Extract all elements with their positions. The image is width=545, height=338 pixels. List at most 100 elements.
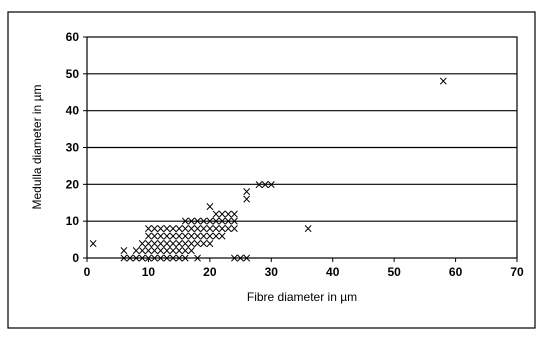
data-point: ×: [162, 222, 172, 236]
data-point: ×: [168, 251, 178, 265]
data-point: ×: [223, 222, 233, 236]
data-point: ×: [236, 251, 246, 265]
x-tick-label: 40: [326, 265, 340, 279]
data-point: ×: [174, 229, 184, 243]
data-point: ×: [150, 229, 160, 243]
data-point: ×: [217, 207, 227, 221]
data-point: ×: [186, 214, 196, 228]
data-point: ×: [229, 214, 239, 228]
data-point: ×: [174, 236, 184, 250]
data-point: ×: [254, 177, 264, 191]
data-point: ×: [180, 251, 190, 265]
data-point: ×: [150, 236, 160, 250]
y-tick-label: 20: [66, 177, 80, 191]
data-point: ×: [229, 207, 239, 221]
x-tick-label: 30: [265, 265, 279, 279]
data-point: ×: [180, 214, 190, 228]
y-tick-label: 0: [72, 251, 79, 265]
data-point: ×: [156, 251, 166, 265]
data-point: ×: [260, 177, 270, 191]
grid-lines: [87, 73, 517, 222]
data-point: ×: [131, 251, 141, 265]
data-point: ×: [303, 222, 313, 236]
data-point: ×: [180, 244, 190, 258]
data-point: ×: [205, 199, 215, 213]
y-tick-label: 40: [66, 104, 80, 118]
data-point: ×: [223, 207, 233, 221]
data-point: ×: [88, 236, 98, 250]
data-point: ×: [186, 222, 196, 236]
data-point: ×: [180, 236, 190, 250]
data-points: ××××××××××××××××××××××××××××××××××××××××…: [88, 74, 448, 265]
data-point: ×: [137, 244, 147, 258]
data-point: ×: [180, 229, 190, 243]
data-point: ×: [193, 222, 203, 236]
data-point: ×: [162, 251, 172, 265]
y-axis-title: Medulla diameter in µm: [30, 85, 44, 210]
data-point: ×: [193, 214, 203, 228]
data-point: ×: [143, 244, 153, 258]
data-point: ×: [205, 229, 215, 243]
data-point: ×: [168, 222, 178, 236]
data-point: ×: [174, 244, 184, 258]
x-tick-label: 10: [142, 265, 156, 279]
data-point: ×: [199, 236, 209, 250]
chart-border: [7, 11, 536, 329]
data-point: ×: [168, 236, 178, 250]
data-point: ×: [150, 222, 160, 236]
data-point: ×: [137, 251, 147, 265]
x-axis-title: Fibre diameter in µm: [247, 290, 357, 304]
data-point: ×: [199, 229, 209, 243]
data-point: ×: [125, 251, 135, 265]
data-point: ×: [186, 229, 196, 243]
data-point: ×: [211, 214, 221, 228]
y-tick-label: 10: [66, 214, 80, 228]
data-point: ×: [150, 244, 160, 258]
data-point: ×: [119, 244, 129, 258]
x-tick-label: 20: [203, 265, 217, 279]
x-axis-ticks: 0 10 20 30 40 50 60 70: [84, 258, 524, 279]
data-point: ×: [242, 185, 252, 199]
data-point: ×: [143, 229, 153, 243]
data-point: ×: [174, 251, 184, 265]
data-point: ×: [180, 222, 190, 236]
data-point: ×: [162, 229, 172, 243]
data-point: ×: [242, 251, 252, 265]
data-point: ×: [217, 229, 227, 243]
y-axis-ticks: 0 10 20 30 40 50 60: [66, 30, 87, 265]
data-point: ×: [211, 222, 221, 236]
data-point: ×: [205, 236, 215, 250]
data-point: ×: [156, 244, 166, 258]
data-point: ×: [223, 214, 233, 228]
x-tick-label: 50: [387, 265, 401, 279]
data-point: ×: [217, 222, 227, 236]
data-point: ×: [217, 214, 227, 228]
y-tick-label: 50: [66, 67, 80, 81]
data-point: ×: [193, 236, 203, 250]
data-point: ×: [211, 207, 221, 221]
data-point: ×: [242, 192, 252, 206]
data-point: ×: [193, 251, 203, 265]
data-point: ×: [186, 236, 196, 250]
data-point: ×: [205, 222, 215, 236]
data-point: ×: [229, 251, 239, 265]
y-tick-label: 60: [66, 30, 80, 44]
data-point: ×: [186, 244, 196, 258]
data-point: ×: [438, 74, 448, 88]
data-point: ×: [174, 222, 184, 236]
y-tick-label: 30: [66, 141, 80, 155]
data-point: ×: [119, 251, 129, 265]
data-point: ×: [199, 214, 209, 228]
data-point: ×: [156, 222, 166, 236]
data-point: ×: [162, 236, 172, 250]
data-point: ×: [193, 229, 203, 243]
data-point: ×: [199, 222, 209, 236]
x-tick-label: 60: [449, 265, 463, 279]
data-point: ×: [137, 236, 147, 250]
data-point: ×: [156, 236, 166, 250]
data-point: ×: [168, 244, 178, 258]
data-point: ×: [229, 222, 239, 236]
data-point: ×: [131, 244, 141, 258]
